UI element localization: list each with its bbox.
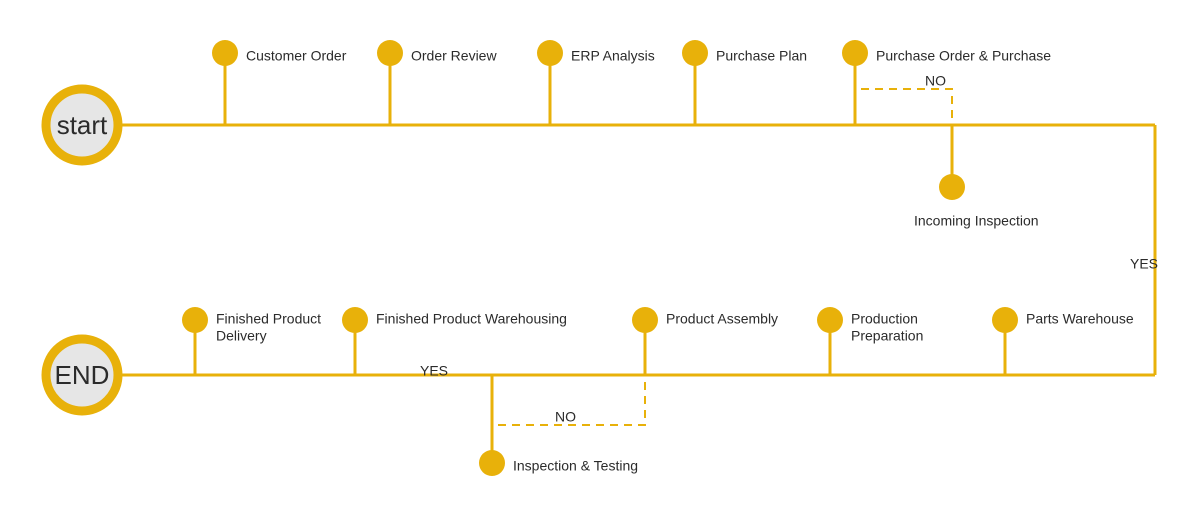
node-purchase-plan bbox=[682, 40, 708, 66]
node-finished-delivery bbox=[182, 307, 208, 333]
node-customer-order bbox=[212, 40, 238, 66]
end-node-label: END bbox=[55, 360, 110, 390]
label-customer-order: Customer Order bbox=[246, 48, 347, 64]
node-inspection-testing bbox=[479, 450, 505, 476]
label-production-prep-1: Preparation bbox=[851, 328, 923, 344]
label-bottom-no: NO bbox=[555, 409, 576, 425]
process-flow-diagram: start END Customer Order Order Review ERP An… bbox=[0, 0, 1200, 518]
node-incoming-inspection bbox=[939, 174, 965, 200]
label-parts-warehouse-0: Parts Warehouse bbox=[1026, 311, 1134, 327]
label-right-yes: YES bbox=[1130, 256, 1158, 272]
label-purchase-order: Purchase Order & Purchase bbox=[876, 48, 1051, 64]
node-erp-analysis bbox=[537, 40, 563, 66]
label-production-prep-0: Production bbox=[851, 311, 918, 327]
node-order-review bbox=[377, 40, 403, 66]
label-bottom-yes: YES bbox=[420, 363, 448, 379]
node-finished-warehousing bbox=[342, 307, 368, 333]
label-purchase-plan: Purchase Plan bbox=[716, 48, 807, 64]
label-order-review: Order Review bbox=[411, 48, 497, 64]
label-finished-warehousing-0: Finished Product Warehousing bbox=[376, 311, 567, 327]
node-production-prep bbox=[817, 307, 843, 333]
node-product-assembly bbox=[632, 307, 658, 333]
label-incoming-inspection: Incoming Inspection bbox=[914, 213, 1039, 229]
start-node-label: start bbox=[57, 110, 108, 140]
label-finished-delivery-0: Finished Product bbox=[216, 311, 321, 327]
label-product-assembly-0: Product Assembly bbox=[666, 311, 778, 327]
label-top-no: NO bbox=[925, 73, 946, 89]
node-purchase-order bbox=[842, 40, 868, 66]
node-parts-warehouse bbox=[992, 307, 1018, 333]
label-finished-delivery-1: Delivery bbox=[216, 328, 267, 344]
label-inspection-testing: Inspection & Testing bbox=[513, 458, 638, 474]
loop-top-no bbox=[855, 89, 952, 125]
label-erp-analysis: ERP Analysis bbox=[571, 48, 655, 64]
